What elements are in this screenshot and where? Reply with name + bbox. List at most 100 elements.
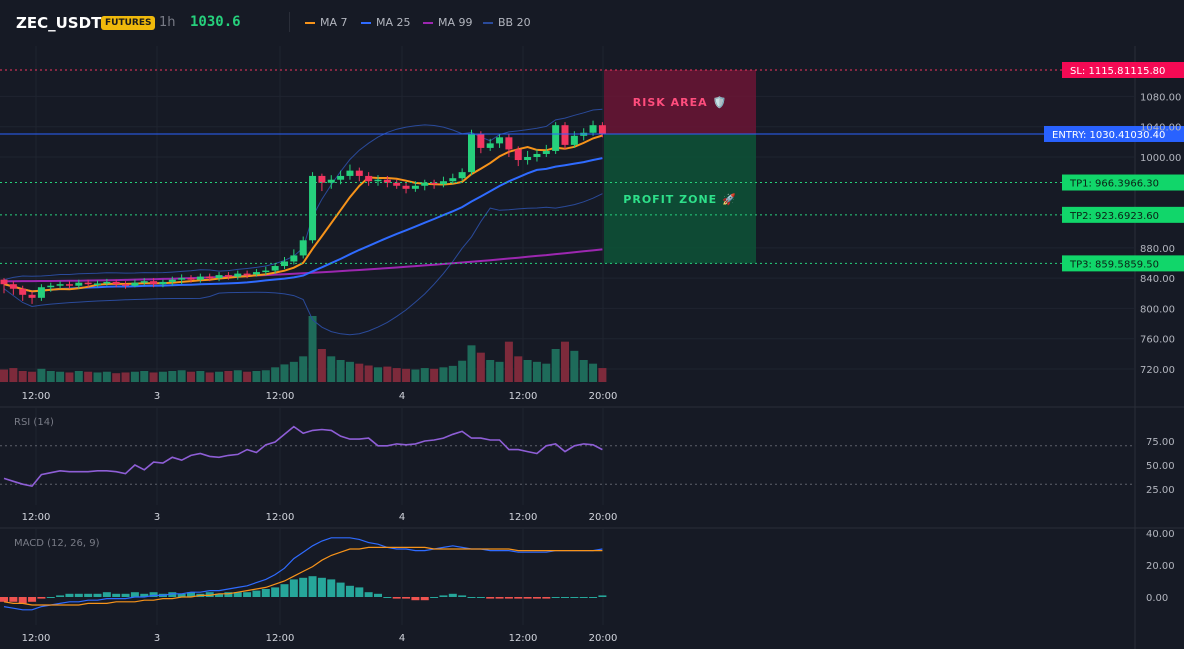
tp1-tag-value: 966.30 xyxy=(1124,179,1159,190)
candle-body xyxy=(505,137,513,150)
volume-bar xyxy=(308,316,317,382)
time-tick-label: 3 xyxy=(154,633,160,644)
rsi-time-labels: 12:00 3 12:00 4 12:00 20:00 xyxy=(22,512,618,523)
candle-body xyxy=(178,278,186,280)
candle-body xyxy=(299,240,307,256)
candle-body xyxy=(524,157,532,161)
volume-bar xyxy=(345,361,354,382)
macd-histogram-bar xyxy=(112,593,121,597)
rsi-series-line xyxy=(3,425,603,487)
candle-body xyxy=(514,149,522,161)
macd-histogram-bar xyxy=(233,592,242,597)
legend-ma25-label: MA 25 xyxy=(376,16,411,29)
volume-bar xyxy=(420,368,429,382)
volume-bars xyxy=(0,316,607,382)
volume-bar xyxy=(570,350,579,382)
macd-histogram-bar xyxy=(317,577,326,597)
macd-histogram-bar xyxy=(74,593,83,597)
candle-body xyxy=(477,134,485,148)
macd-histogram-bar xyxy=(65,593,74,597)
time-tick-label: 12:00 xyxy=(509,512,538,523)
macd-histogram-bar xyxy=(46,597,55,598)
price-tick-label: 800.00 xyxy=(1140,304,1175,315)
macd-histogram xyxy=(0,576,607,604)
time-tick-label: 3 xyxy=(154,512,160,523)
legend-ma99[interactable]: MA 99 xyxy=(423,16,473,29)
sl-tag-value: 1115.80 xyxy=(1124,66,1165,77)
candle-body xyxy=(561,125,569,145)
macd-axis-labels: 40.00 20.00 0.00 xyxy=(1146,529,1175,604)
price-tick-label: 1040.00 xyxy=(1140,123,1181,134)
macd-histogram-bar xyxy=(532,597,541,599)
macd-histogram-bar xyxy=(252,590,261,597)
volume-bar xyxy=(476,352,485,382)
candle-body xyxy=(533,153,541,157)
candle-body xyxy=(411,185,419,189)
legend-ma25[interactable]: MA 25 xyxy=(361,16,411,29)
ma7-line xyxy=(3,134,603,293)
volume-bar xyxy=(158,371,167,382)
candle-body xyxy=(449,178,457,182)
moving-averages xyxy=(3,134,603,293)
tp1-price-tag[interactable]: TP1: 966.3 966.30 xyxy=(1062,174,1184,191)
volume-bar xyxy=(233,370,242,382)
candlesticks[interactable] xyxy=(0,120,606,304)
candle-body xyxy=(309,175,317,241)
macd-histogram-bar xyxy=(364,592,373,597)
candle-body xyxy=(94,283,101,285)
candle-body xyxy=(0,279,8,285)
ma7-swatch xyxy=(305,22,315,24)
volume-bar xyxy=(495,361,504,382)
candle-body xyxy=(252,272,260,275)
candle-body xyxy=(187,278,195,280)
candle-body xyxy=(122,284,130,286)
volume-bar xyxy=(261,370,270,382)
tp3-tag-value: 859.50 xyxy=(1124,259,1159,270)
volume-bar xyxy=(467,345,476,382)
candle-body xyxy=(486,143,494,148)
macd-histogram-bar xyxy=(149,592,158,597)
volume-bar xyxy=(589,363,598,382)
sl-price-tag[interactable]: SL: 1115.8 1115.80 xyxy=(1062,62,1184,78)
candle-body xyxy=(402,185,410,189)
candle-body xyxy=(206,276,214,279)
macd-tick-label: 40.00 xyxy=(1146,529,1175,540)
profit-zone[interactable] xyxy=(604,133,756,264)
candle-body xyxy=(262,270,270,273)
volume-bar xyxy=(215,371,224,382)
macd-histogram-bar xyxy=(495,597,504,599)
macd-histogram-bar xyxy=(18,597,27,604)
volume-bar xyxy=(542,363,551,382)
symbol-name[interactable]: ZEC_USDT xyxy=(16,14,102,32)
legend-ma7-label: MA 7 xyxy=(320,16,348,29)
tp3-price-tag[interactable]: TP3: 859.5 859.50 xyxy=(1062,255,1184,272)
profit-zone-label: PROFIT ZONE 🚀 xyxy=(623,193,736,206)
legend-ma7[interactable]: MA 7 xyxy=(305,16,348,29)
candle-body xyxy=(542,150,550,154)
entry-tag-value: 1030.40 xyxy=(1124,130,1165,141)
macd-histogram-bar xyxy=(374,593,382,597)
candle-body xyxy=(47,285,55,288)
macd-histogram-bar xyxy=(271,587,280,597)
tp2-price-tag[interactable]: TP2: 923.6 923.60 xyxy=(1062,206,1184,223)
volume-bar xyxy=(187,371,195,382)
time-axis-labels[interactable]: 12:00 3 12:00 4 12:00 20:00 xyxy=(22,391,618,402)
macd-histogram-bar xyxy=(168,592,177,597)
volume-bar xyxy=(196,371,205,382)
risk-area-zone[interactable] xyxy=(604,70,756,134)
candle-body xyxy=(224,275,232,277)
candle-body xyxy=(430,182,438,185)
macd-histogram-bar xyxy=(355,587,364,597)
macd-histogram-bar xyxy=(514,597,523,599)
macd-histogram-bar xyxy=(299,577,308,597)
entry-price-tag[interactable]: ENTRY: 1030.4 1030.40 xyxy=(1044,125,1184,142)
legend-bb20[interactable]: BB 20 xyxy=(483,16,531,29)
interval-selector[interactable]: 1h xyxy=(159,15,176,30)
price-axis-labels[interactable]: 1080.00 1040.00 1000.00 880.00 840.00 800.00 7… xyxy=(1140,92,1181,376)
volume-bar xyxy=(448,365,457,382)
macd-histogram-bar xyxy=(37,597,46,599)
volume-bar xyxy=(486,360,495,382)
volume-bar xyxy=(252,371,261,382)
volume-bar xyxy=(364,365,373,382)
